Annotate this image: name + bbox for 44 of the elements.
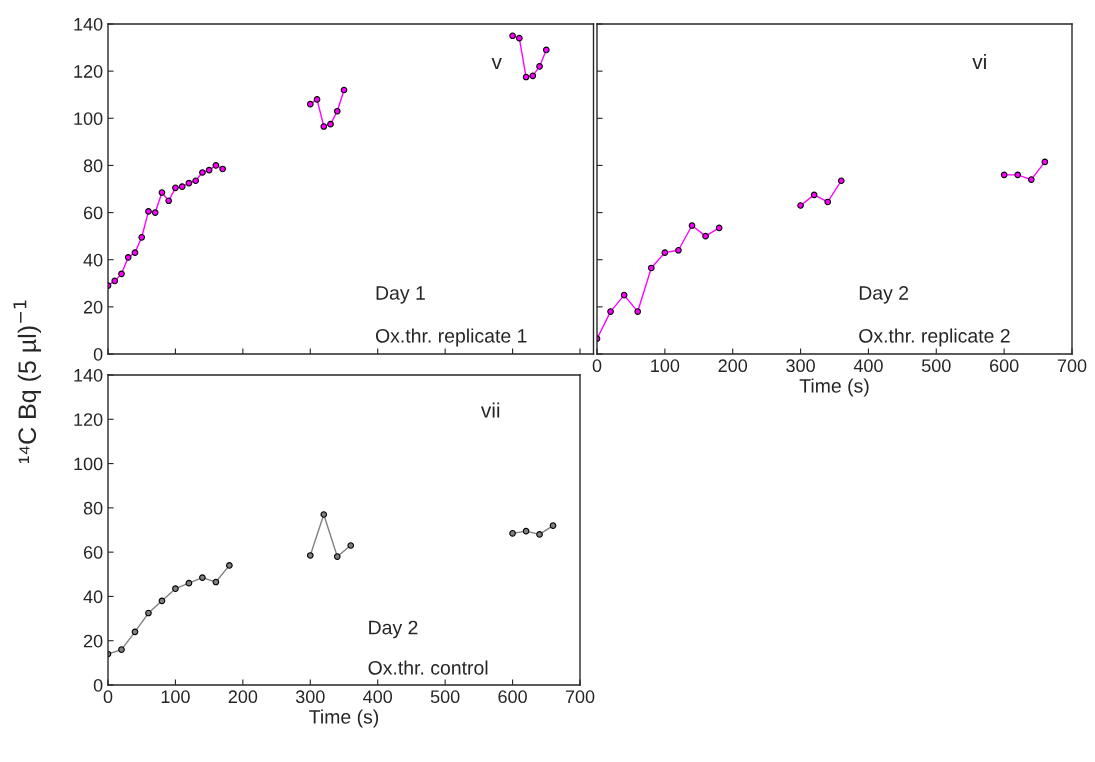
x-tick-label: 0 [592, 359, 602, 373]
annotation: Ox.thr. replicate 2 [859, 328, 1010, 347]
x-tick-label: 700 [1057, 359, 1087, 373]
annotation: vii [480, 402, 500, 418]
x-tick-label: 300 [786, 359, 815, 373]
x-tick-label: 400 [853, 359, 883, 373]
annotation: Ox.thr. replicate 1 [375, 328, 527, 347]
y-tick-label: 80 [83, 159, 103, 173]
x-tick-label: 700 [565, 690, 595, 704]
x-tick-label: 500 [921, 359, 951, 373]
x-tick-label: 300 [295, 690, 325, 704]
x-tick-label: 600 [498, 690, 527, 704]
y-tick-label: 120 [74, 413, 103, 427]
annotation: vi [972, 53, 986, 69]
annotation: Ox.thr. control [368, 660, 488, 675]
annotation: Day 2 [369, 620, 418, 639]
x-tick-label: 200 [228, 690, 258, 704]
y-tick-label: 80 [83, 501, 103, 515]
annotation: Day 1 [376, 286, 425, 304]
x-axis-title: Time (s) [799, 378, 869, 397]
x-tick-label: 400 [363, 690, 393, 704]
y-tick-label: 40 [83, 590, 103, 604]
annotation: Day 2 [859, 286, 909, 304]
y-tick-label: 40 [83, 253, 103, 267]
x-tick-label: 0 [103, 690, 113, 704]
x-tick-label: 600 [990, 359, 1019, 373]
y-tick-label: 60 [83, 546, 103, 559]
x-tick-label: 200 [718, 359, 748, 373]
y-tick-label: 0 [93, 347, 103, 361]
y-tick-label: 0 [93, 678, 103, 692]
x-tick-label: 100 [161, 690, 190, 704]
annotation: v [491, 57, 502, 69]
x-axis-title: Time (s) [309, 709, 379, 728]
x-tick-label: 500 [430, 690, 460, 704]
y-tick-label: 140 [74, 368, 103, 382]
y-axis-title: ¹⁴C Bq (5 µl)$^{−1}$ [13, 300, 42, 464]
y-tick-label: 140 [74, 17, 103, 31]
y-tick-label: 20 [83, 300, 103, 314]
y-tick-label: 100 [74, 112, 103, 126]
y-tick-label: 100 [74, 457, 103, 471]
y-tick-label: 20 [83, 634, 103, 648]
y-tick-label: 60 [83, 206, 103, 220]
y-tick-label: 120 [74, 65, 103, 78]
x-tick-label: 100 [651, 359, 680, 373]
